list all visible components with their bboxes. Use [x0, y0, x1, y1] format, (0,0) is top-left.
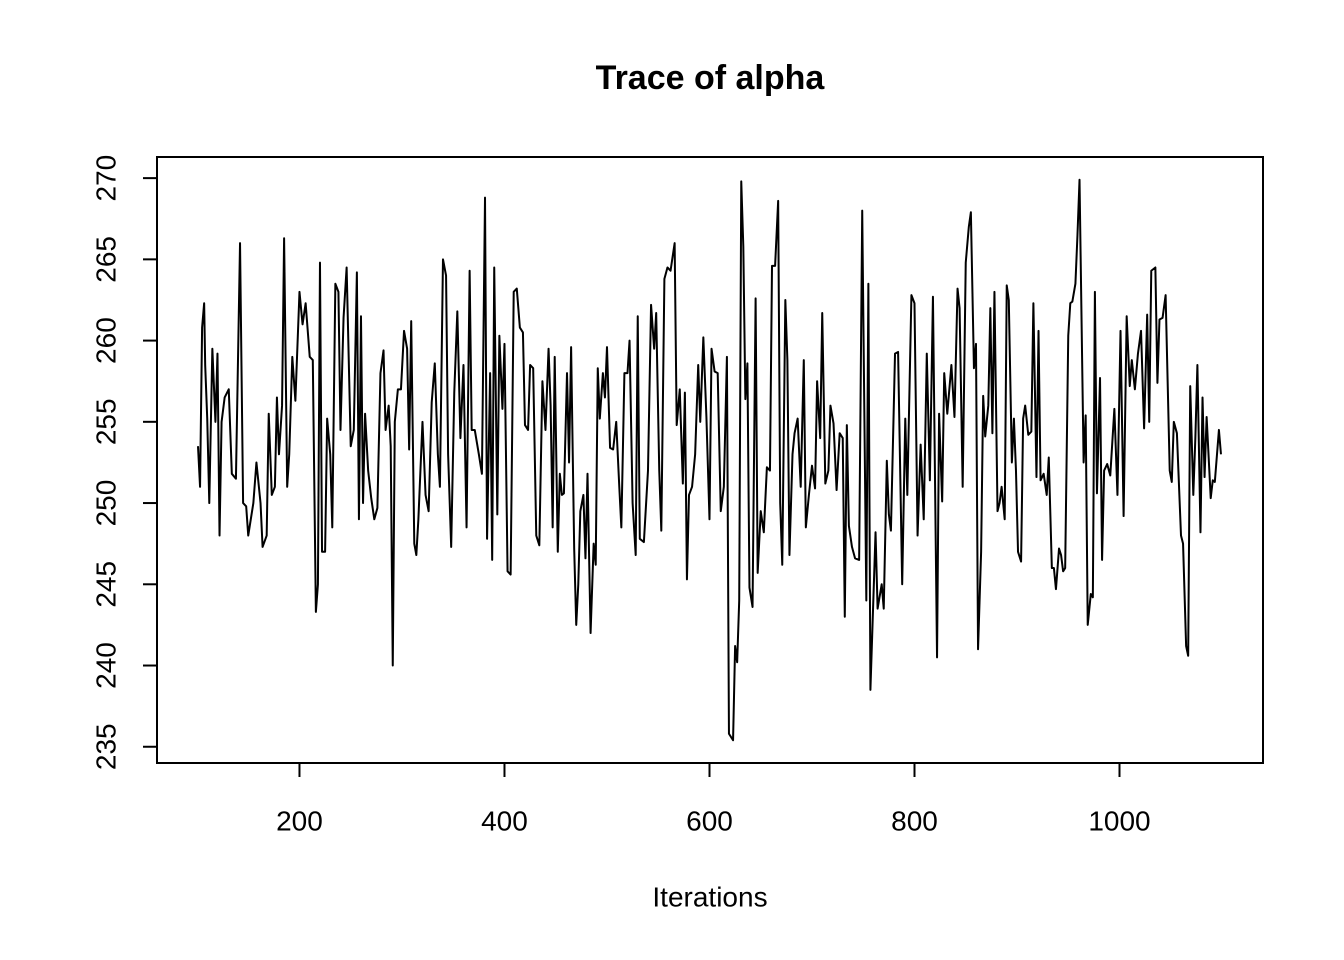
y-tick-label: 250 — [90, 480, 121, 527]
y-tick-label: 270 — [90, 155, 121, 202]
y-tick-label: 255 — [90, 398, 121, 445]
y-tick-label: 260 — [90, 317, 121, 364]
x-tick-label: 1000 — [1088, 805, 1150, 836]
x-tick-label: 400 — [481, 805, 528, 836]
y-tick-label: 235 — [90, 723, 121, 770]
chart-title: Trace of alpha — [596, 59, 826, 97]
y-tick-label: 245 — [90, 561, 121, 608]
y-tick-label: 265 — [90, 236, 121, 283]
y-tick-label: 240 — [90, 642, 121, 689]
x-tick-label: 600 — [686, 805, 733, 836]
x-tick-label: 800 — [891, 805, 938, 836]
x-tick-label: 200 — [276, 805, 323, 836]
x-axis-label: Iterations — [652, 881, 767, 912]
trace-line — [197, 178, 1222, 742]
